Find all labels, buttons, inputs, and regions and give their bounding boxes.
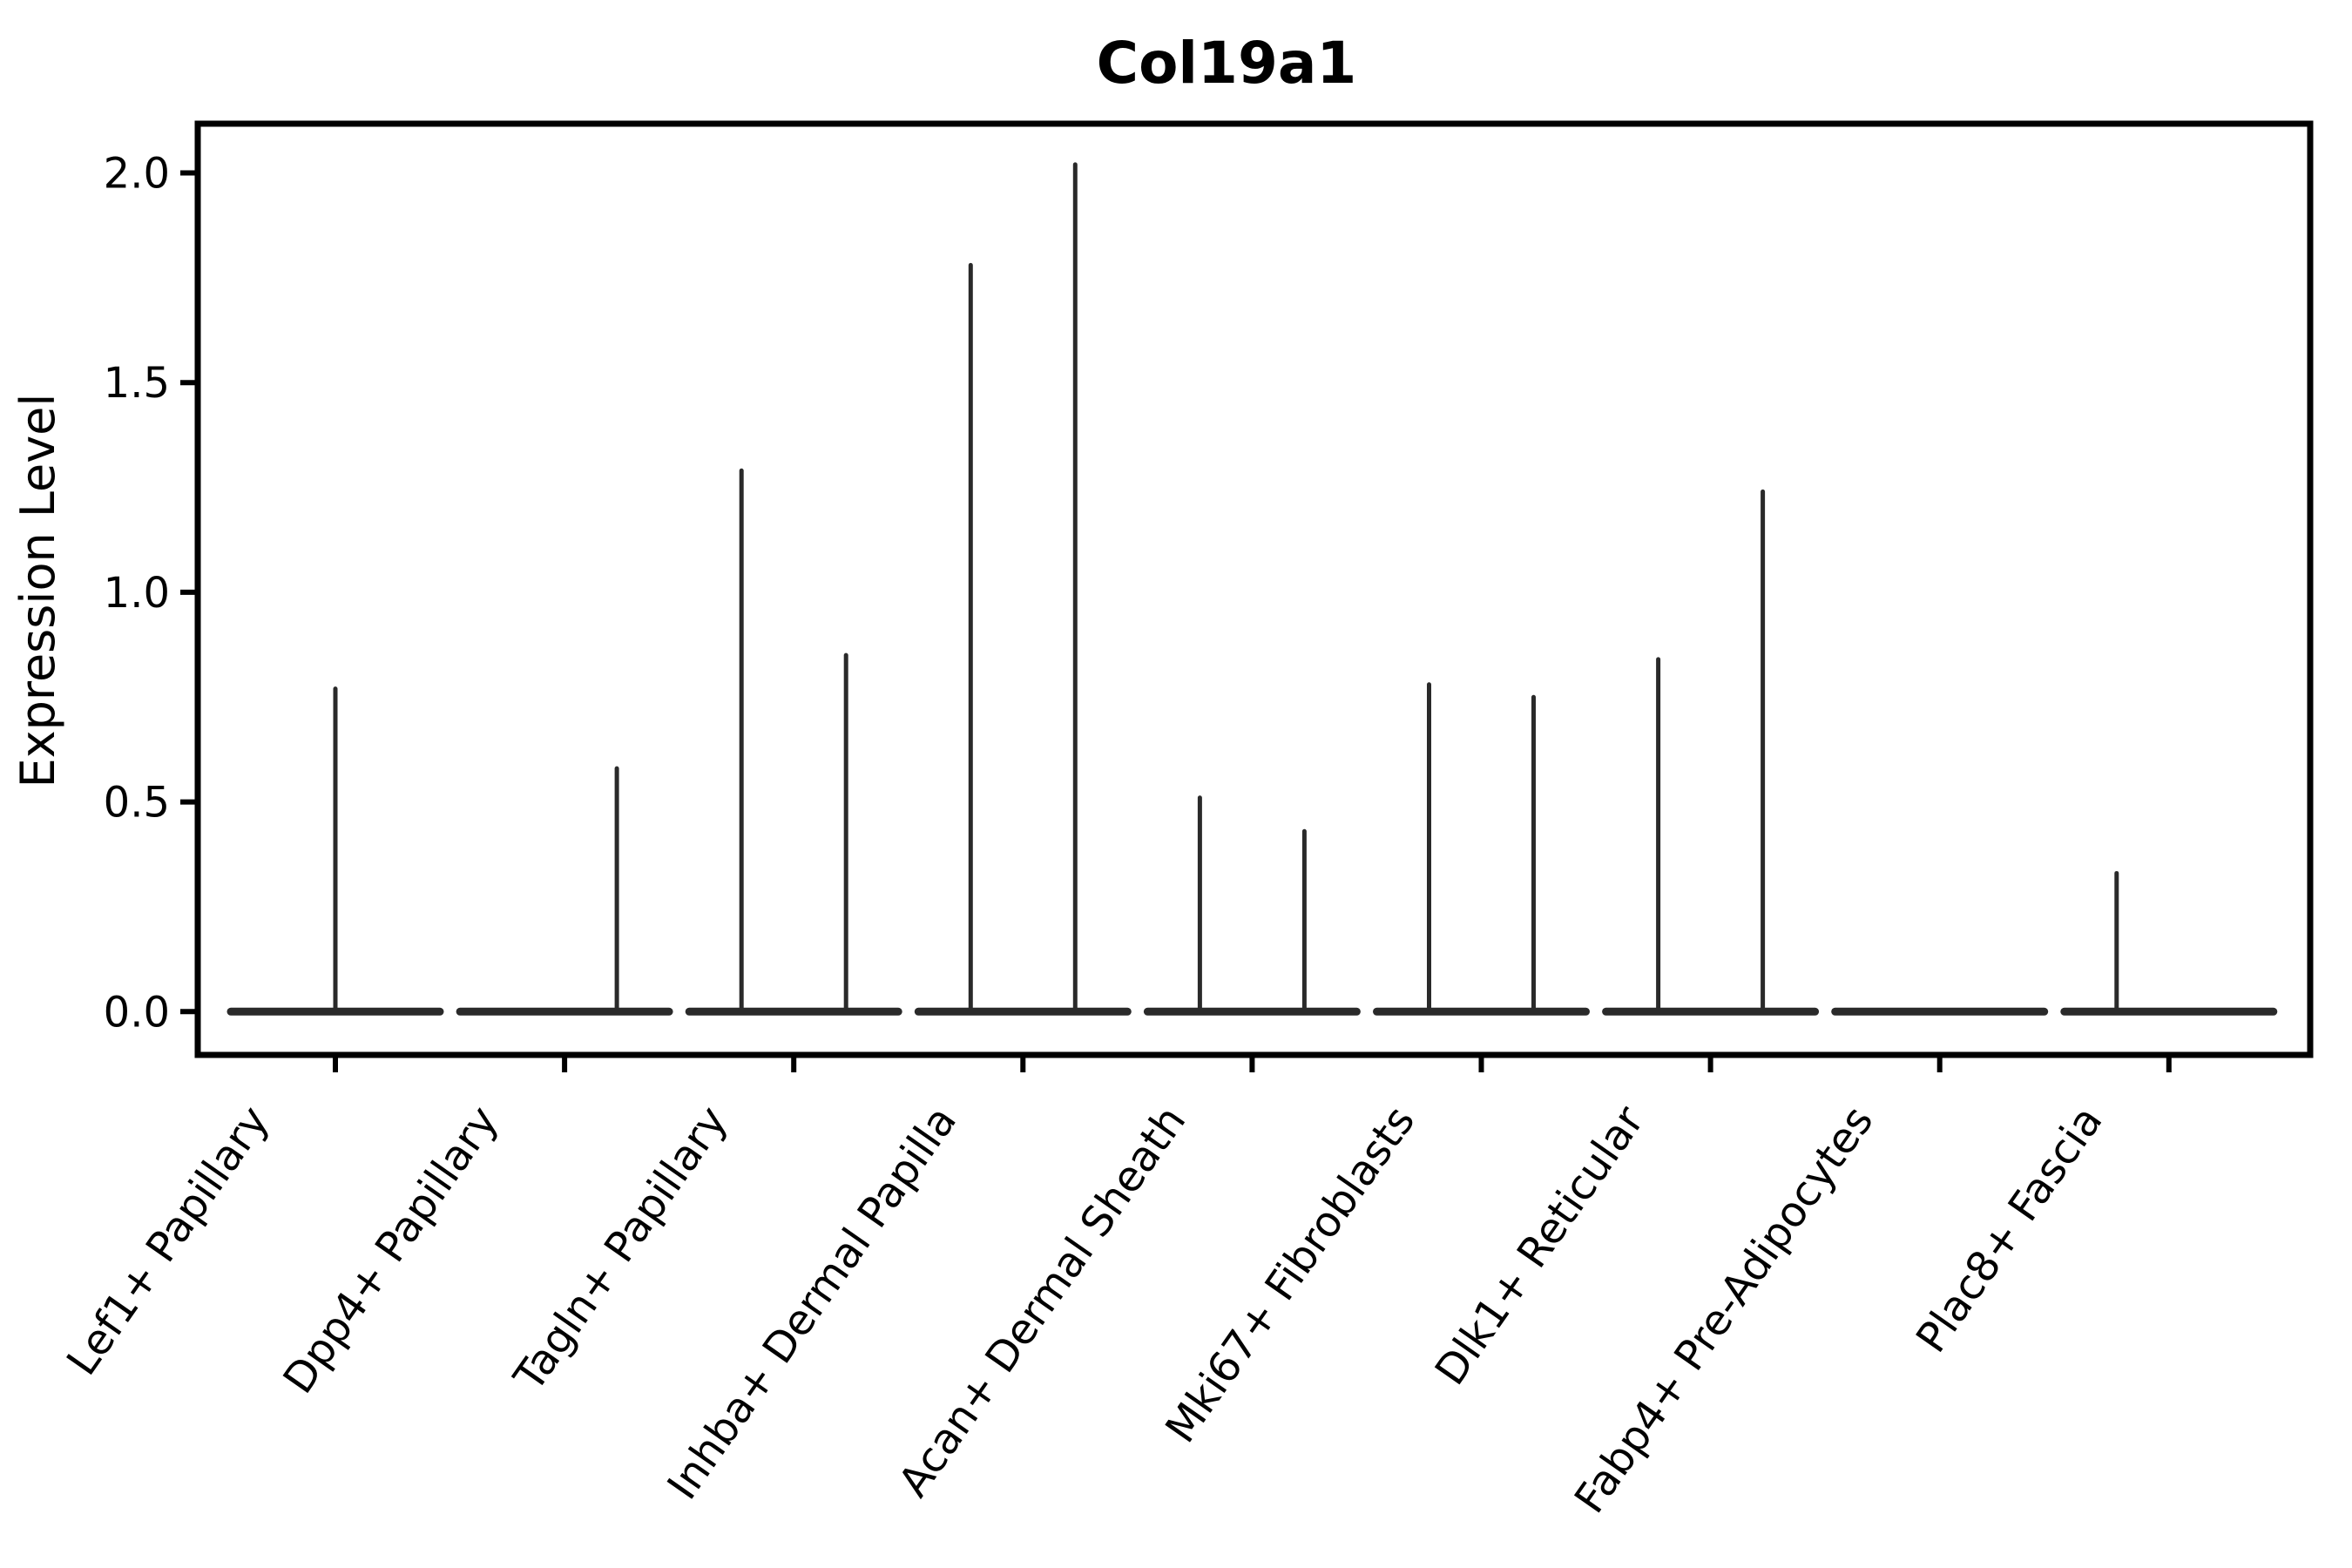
y-tick-label: 0.5	[104, 779, 170, 828]
chart-title: Col19a1	[1097, 30, 1357, 97]
y-tick-label: 0.0	[104, 988, 170, 1037]
y-tick-label: 2.0	[104, 150, 170, 199]
y-axis-title: Expression Level	[10, 394, 65, 788]
x-tick-label: Mki67+ Fibroblasts	[1156, 1098, 1424, 1452]
x-tick-label: Tagln+ Papillary	[504, 1098, 737, 1401]
axes-frame	[194, 120, 2314, 1058]
x-tick-label: Plac8+ Fascia	[1907, 1098, 2112, 1362]
y-tick-label: 1.5	[104, 359, 170, 408]
y-tick-label: 1.0	[104, 569, 170, 618]
x-tick-label: Dpp4+ Papillary	[274, 1098, 508, 1402]
x-tick-label: Lef1+ Papillary	[57, 1098, 279, 1384]
x-tick-label: Dlk1+ Reticular	[1426, 1098, 1654, 1395]
